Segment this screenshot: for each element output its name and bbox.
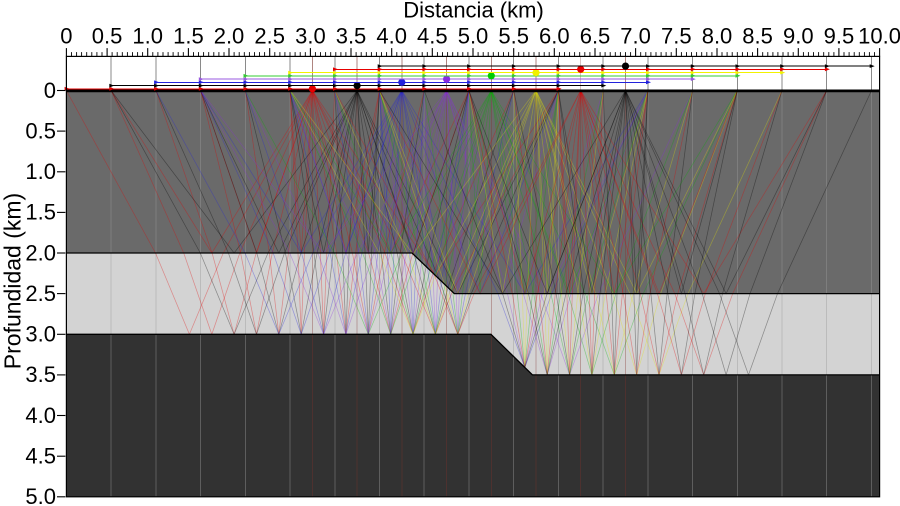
svg-text:0.5: 0.5 xyxy=(92,24,123,49)
svg-text:2.0: 2.0 xyxy=(25,240,56,265)
svg-text:0: 0 xyxy=(44,78,56,103)
svg-text:3.5: 3.5 xyxy=(25,362,56,387)
svg-text:7.5: 7.5 xyxy=(661,24,692,49)
svg-text:2.0: 2.0 xyxy=(214,24,245,49)
svg-text:5.5: 5.5 xyxy=(498,24,529,49)
svg-text:0: 0 xyxy=(60,24,72,49)
svg-text:8.0: 8.0 xyxy=(702,24,733,49)
svg-text:1.0: 1.0 xyxy=(25,159,56,184)
svg-text:6.0: 6.0 xyxy=(539,24,570,49)
svg-text:2.5: 2.5 xyxy=(25,281,56,306)
svg-text:4.5: 4.5 xyxy=(25,444,56,469)
svg-text:Distancia (km): Distancia (km) xyxy=(403,0,544,23)
svg-text:1.5: 1.5 xyxy=(25,200,56,225)
svg-text:1.5: 1.5 xyxy=(173,24,204,49)
svg-text:5.0: 5.0 xyxy=(25,484,56,506)
svg-text:1.0: 1.0 xyxy=(132,24,163,49)
svg-text:8.5: 8.5 xyxy=(742,24,773,49)
svg-text:6.5: 6.5 xyxy=(580,24,611,49)
svg-text:Profundidad (km): Profundidad (km) xyxy=(0,193,26,369)
svg-text:3.0: 3.0 xyxy=(25,322,56,347)
svg-text:10.0: 10.0 xyxy=(858,24,900,49)
svg-text:5.0: 5.0 xyxy=(458,24,489,49)
svg-text:3.5: 3.5 xyxy=(336,24,367,49)
svg-text:2.5: 2.5 xyxy=(254,24,285,49)
svg-text:4.5: 4.5 xyxy=(417,24,448,49)
svg-text:0.5: 0.5 xyxy=(25,118,56,143)
svg-text:4.0: 4.0 xyxy=(25,403,56,428)
svg-text:7.0: 7.0 xyxy=(620,24,651,49)
svg-text:9.5: 9.5 xyxy=(824,24,855,49)
svg-text:9.0: 9.0 xyxy=(783,24,814,49)
svg-text:3.0: 3.0 xyxy=(295,24,326,49)
svg-text:4.0: 4.0 xyxy=(376,24,407,49)
